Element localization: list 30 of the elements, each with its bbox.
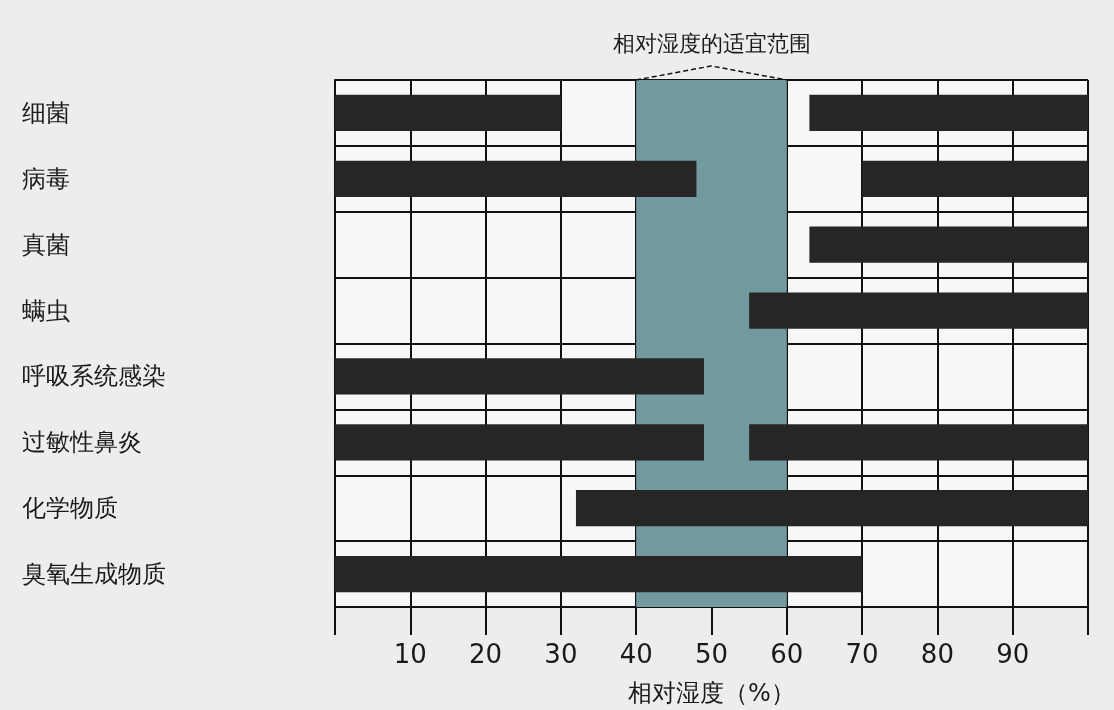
x-tick-label: 10 (393, 639, 427, 669)
y-tick-label: 螨虫 (22, 296, 70, 325)
bar (749, 424, 1088, 461)
y-tick-label: 细菌 (22, 98, 70, 127)
y-tick-label: 过敏性鼻炎 (22, 428, 142, 457)
bar (809, 94, 1088, 132)
x-tick-label: 70 (845, 639, 879, 669)
x-tick-label: 40 (619, 639, 653, 669)
y-tick-label: 化学物质 (22, 494, 118, 523)
bar (749, 292, 1088, 329)
bar (862, 160, 1088, 197)
x-tick-label: 80 (920, 639, 954, 669)
bar (335, 94, 561, 132)
bar (335, 358, 704, 395)
x-tick-label: 30 (544, 639, 578, 669)
bar (335, 424, 704, 461)
bar (335, 160, 697, 197)
bar (335, 555, 863, 593)
x-tick-label: 60 (770, 639, 804, 669)
x-tick-label: 90 (996, 639, 1030, 669)
band-label: 相对湿度的适宜范围 (612, 30, 811, 56)
bar (809, 226, 1088, 263)
y-tick-label: 呼吸系统感染 (22, 362, 166, 391)
bar (575, 490, 1088, 527)
y-tick-label: 病毒 (22, 164, 70, 193)
x-tick-label: 20 (469, 639, 503, 669)
y-tick-label: 臭氧生成物质 (22, 560, 166, 589)
x-axis-title: 相对湿度（%） (628, 679, 795, 707)
x-tick-label: 50 (694, 639, 729, 669)
y-tick-label: 真菌 (22, 230, 70, 259)
